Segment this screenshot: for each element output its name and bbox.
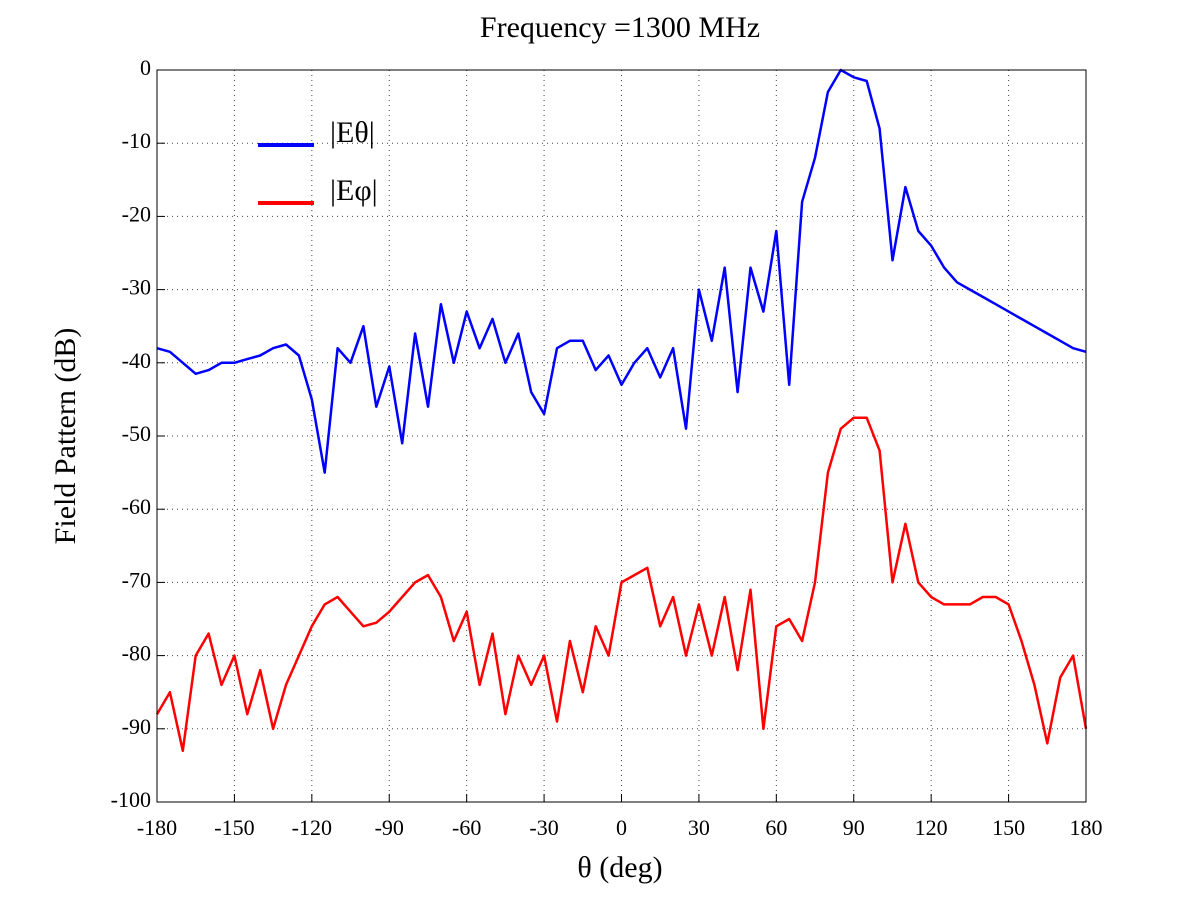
series-line — [156, 68, 1087, 474]
y-tick-label: 0 — [140, 55, 151, 80]
legend: |Eθ| |Eφ| — [258, 116, 378, 207]
x-axis-label: θ (deg) — [577, 851, 662, 884]
x-tick-label: -60 — [452, 815, 481, 840]
x-tick-label: 60 — [765, 815, 787, 840]
x-tick-label: 0 — [616, 815, 627, 840]
y-tick-label: -70 — [122, 567, 151, 592]
legend-label: |Eφ| — [330, 174, 378, 207]
x-tick-label: 150 — [992, 815, 1025, 840]
lines — [155, 68, 1088, 753]
y-tick-label: -100 — [111, 787, 151, 812]
series-line — [155, 416, 1088, 753]
y-tick-label: -10 — [122, 128, 151, 153]
grid — [156, 69, 1087, 803]
x-tick-label: 30 — [688, 815, 710, 840]
legend-label: |Eθ| — [330, 116, 375, 149]
x-tick-label: -120 — [292, 815, 332, 840]
plot-frame — [156, 69, 1087, 803]
y-tick-label: -40 — [122, 348, 151, 373]
x-tick-label: 120 — [915, 815, 948, 840]
y-tick-label: -50 — [122, 421, 151, 446]
x-tick-label: 90 — [843, 815, 865, 840]
x-tick-label: -30 — [529, 815, 558, 840]
y-tick-label: -90 — [122, 714, 151, 739]
y-axis-label: Field Pattern (dB) — [49, 328, 82, 545]
y-tick-label: -30 — [122, 275, 151, 300]
chart-title: Frequency =1300 MHz — [480, 11, 760, 44]
y-tick-label: -80 — [122, 641, 151, 666]
x-tick-label: 180 — [1070, 815, 1103, 840]
x-tick-label: -150 — [214, 815, 254, 840]
y-tick-label: -20 — [122, 201, 151, 226]
x-tick-label: -180 — [137, 815, 177, 840]
x-tick-label: -90 — [375, 815, 404, 840]
y-tick-label: -60 — [122, 494, 151, 519]
